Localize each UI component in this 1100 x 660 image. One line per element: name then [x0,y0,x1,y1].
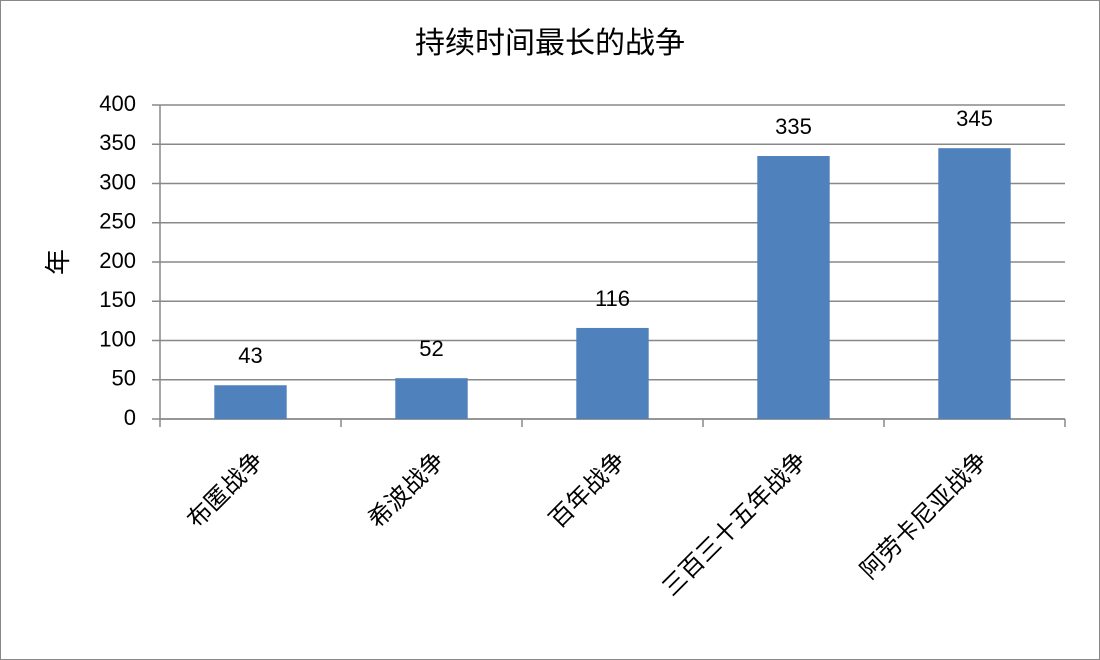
y-axis-label: 年 [43,249,73,275]
bar [938,148,1011,420]
data-label: 52 [419,336,443,361]
chart-title: 持续时间最长的战争 [415,27,685,60]
bar [757,156,830,419]
y-tick-label: 300 [99,169,136,194]
y-tick-label: 0 [124,405,136,430]
bar [214,385,287,419]
data-label: 345 [956,106,993,131]
y-tick-label: 150 [99,287,136,312]
bar [395,378,468,419]
y-tick-label: 350 [99,130,136,155]
data-label: 335 [775,114,812,139]
data-label: 43 [238,343,262,368]
y-tick-label: 250 [99,209,136,234]
y-tick-label: 200 [99,248,136,273]
y-tick-label: 400 [99,91,136,116]
y-tick-label: 50 [112,366,136,391]
data-label: 116 [595,286,630,311]
y-tick-label: 100 [99,326,136,351]
bar [576,327,649,419]
